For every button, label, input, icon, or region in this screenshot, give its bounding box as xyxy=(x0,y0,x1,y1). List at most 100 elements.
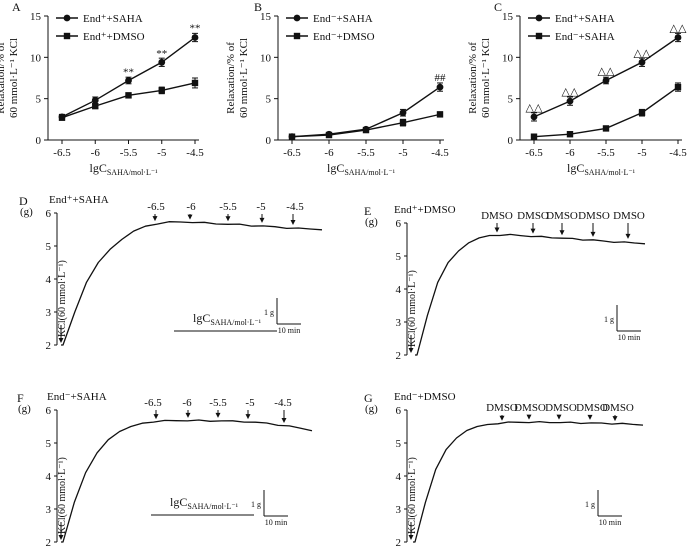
panel-g-y-unit: (g) xyxy=(365,403,378,415)
panel-a-x-tick-label: -6 xyxy=(91,147,101,159)
panel-g-addition-label: DMSO xyxy=(486,402,518,414)
panel-e-scale-bar-y-label: 1 g xyxy=(604,315,614,324)
panel-d-addition-arrow-head xyxy=(259,217,265,223)
panel-c-y-tick-label: 5 xyxy=(508,94,514,106)
panel-f-y-unit: (g) xyxy=(18,403,31,415)
panel-c-annotation: △△ xyxy=(598,66,615,78)
panel-a-series-2-point xyxy=(158,87,165,94)
panel-d-addition-label: -5 xyxy=(256,201,266,213)
panel-f-addition-arrow-head xyxy=(153,414,159,420)
panel-b-x-tick-label: -6.5 xyxy=(283,147,301,159)
panel-c-y-tick-label: 15 xyxy=(502,11,514,23)
panel-b-annotation: ## xyxy=(435,72,447,84)
panel-g-addition-label: DMSO xyxy=(576,402,608,414)
panel-d-y-tick-label: 6 xyxy=(46,208,52,220)
panel-e-addition-label: DMSO xyxy=(517,210,549,222)
panel-f-addition-arrow-head xyxy=(281,417,287,423)
panel-a-y-label-line2: 60 mmol·L⁻¹ KCl xyxy=(8,38,20,118)
panel-g-addition-arrow-head xyxy=(556,414,562,420)
panel-a-series-1-point xyxy=(125,77,132,84)
panel-f-y-tick-label: 3 xyxy=(46,504,52,516)
panel-c-series-1-point xyxy=(566,97,574,105)
panel-c-legend-label: End⁺+SAHA xyxy=(555,13,615,25)
panel-f-addition-label: -6.5 xyxy=(144,397,162,409)
panel-b-legend-marker xyxy=(293,32,301,40)
panel-e-y-tick-label: 2 xyxy=(396,350,402,362)
panel-b-y-label-line2: 60 mmol·L⁻¹ KCl xyxy=(238,38,250,118)
panel-c-annotation: △△ xyxy=(670,23,687,35)
panel-c-series-1-point xyxy=(602,77,610,84)
panel-f-kcl-arrow-head xyxy=(58,535,64,540)
panel-c-annotation: △△ xyxy=(526,102,543,114)
panel-g-addition-arrow-head xyxy=(526,414,532,420)
panel-c-y-label-line1: Relaxation/% of xyxy=(467,42,479,114)
panel-e-scale-bar-x-label: 10 min xyxy=(618,333,640,342)
panel-g-kcl-arrow-head xyxy=(408,535,414,540)
panel-f-concentration-label: lgCSAHA/mol·L⁻¹ xyxy=(170,495,239,511)
panel-d-y-tick-label: 3 xyxy=(46,307,52,319)
panel-d-title: End⁺+SAHA xyxy=(49,194,109,206)
panel-g-addition-label: DMSO xyxy=(602,402,634,414)
panel-g-addition-arrow-head xyxy=(587,414,593,420)
panel-d-y-tick-label: 2 xyxy=(46,340,52,352)
panel-c-series-2-point xyxy=(602,125,610,132)
panel-e-addition-arrow-head xyxy=(530,228,536,234)
panel-e-y-unit: (g) xyxy=(365,216,378,228)
panel-a-label: A xyxy=(12,0,21,14)
panel-d-addition-label: -6.5 xyxy=(147,201,165,213)
panel-a-series-2-point xyxy=(191,79,199,87)
panel-a-y-label-line1: Relaxation/% of xyxy=(0,42,7,114)
panel-b-series-2-point xyxy=(288,133,296,140)
panel-f-scale-bar-y-label: 1 g xyxy=(251,500,261,509)
panel-d-addition-arrow-head xyxy=(290,219,296,225)
panel-b-y-tick-label: 5 xyxy=(266,94,272,106)
panel-e-title: End⁺+DMSO xyxy=(394,204,456,216)
panel-a-series-2-point xyxy=(125,92,132,99)
panel-a-legend-label: End⁺+SAHA xyxy=(83,13,143,25)
panel-c-x-tick-label: -4.5 xyxy=(669,147,687,159)
panel-f-addition-label: -5.5 xyxy=(209,397,227,409)
panel-c-series-2-point xyxy=(566,131,574,138)
panel-d-tension-trace xyxy=(61,221,323,346)
panel-f-y-tick-label: 6 xyxy=(46,405,52,417)
panel-d-addition-arrow-head xyxy=(187,214,193,220)
panel-e-kcl-label: KCl(60 mmol·L⁻¹) xyxy=(407,270,418,347)
panel-f-addition-label: -5 xyxy=(245,397,255,409)
panel-b-y-label-line1: Relaxation/% of xyxy=(225,42,237,114)
panel-e-y-tick-label: 4 xyxy=(396,284,402,296)
panel-e-tension-trace xyxy=(415,233,646,356)
panel-b-x-tick-label: -5.5 xyxy=(357,147,375,159)
panel-c-x-tick-label: -6.5 xyxy=(525,147,543,159)
panel-c-legend-marker xyxy=(535,32,543,40)
panel-a-annotation: ** xyxy=(123,66,134,78)
panel-a-x-tick-label: -4.5 xyxy=(186,147,204,159)
panel-b-x-label: lgCSAHA/mol·L⁻¹ xyxy=(327,161,396,177)
panel-e-y-tick-label: 6 xyxy=(396,218,402,230)
panel-e-addition-label: DMSO xyxy=(546,210,578,222)
panel-e-addition-arrow-head xyxy=(559,230,565,236)
panel-a-annotation: ** xyxy=(190,23,201,35)
panel-e-addition-label: DMSO xyxy=(613,210,645,222)
panel-b-x-tick-label: -4.5 xyxy=(431,147,449,159)
panel-b-series-2-point xyxy=(399,119,407,126)
panel-e-y-tick-label: 5 xyxy=(396,251,402,263)
panel-g-scale-bar-y-label: 1 g xyxy=(585,500,595,509)
panel-f-addition-label: -6 xyxy=(182,397,192,409)
panel-a-y-tick-label: 5 xyxy=(36,94,42,106)
panel-a-y-tick-label: 10 xyxy=(30,52,42,64)
panel-b-y-tick-label: 10 xyxy=(260,52,272,64)
panel-g-title: End⁻+DMSO xyxy=(394,391,456,403)
panel-g-label: G xyxy=(364,391,373,405)
panel-g-addition-label: DMSO xyxy=(514,402,546,414)
panel-c-x-label: lgCSAHA/mol·L⁻¹ xyxy=(567,161,636,177)
panel-a-y-tick-label: 0 xyxy=(36,135,42,147)
panel-d-label: D xyxy=(19,194,28,208)
panel-d-y-tick-label: 4 xyxy=(46,274,52,286)
panel-d-kcl-label: KCl(60 mmol·L⁻¹) xyxy=(57,260,68,337)
panel-c-y-label-line2: 60 mmol·L⁻¹ KCl xyxy=(480,38,492,118)
panel-g-addition-arrow-head xyxy=(499,415,505,421)
panel-b-legend-label: End⁻+DMSO xyxy=(313,31,375,43)
panel-f-y-tick-label: 2 xyxy=(46,537,52,549)
panel-d-addition-arrow-head xyxy=(225,216,231,222)
panel-b-series-1-point xyxy=(399,109,407,117)
